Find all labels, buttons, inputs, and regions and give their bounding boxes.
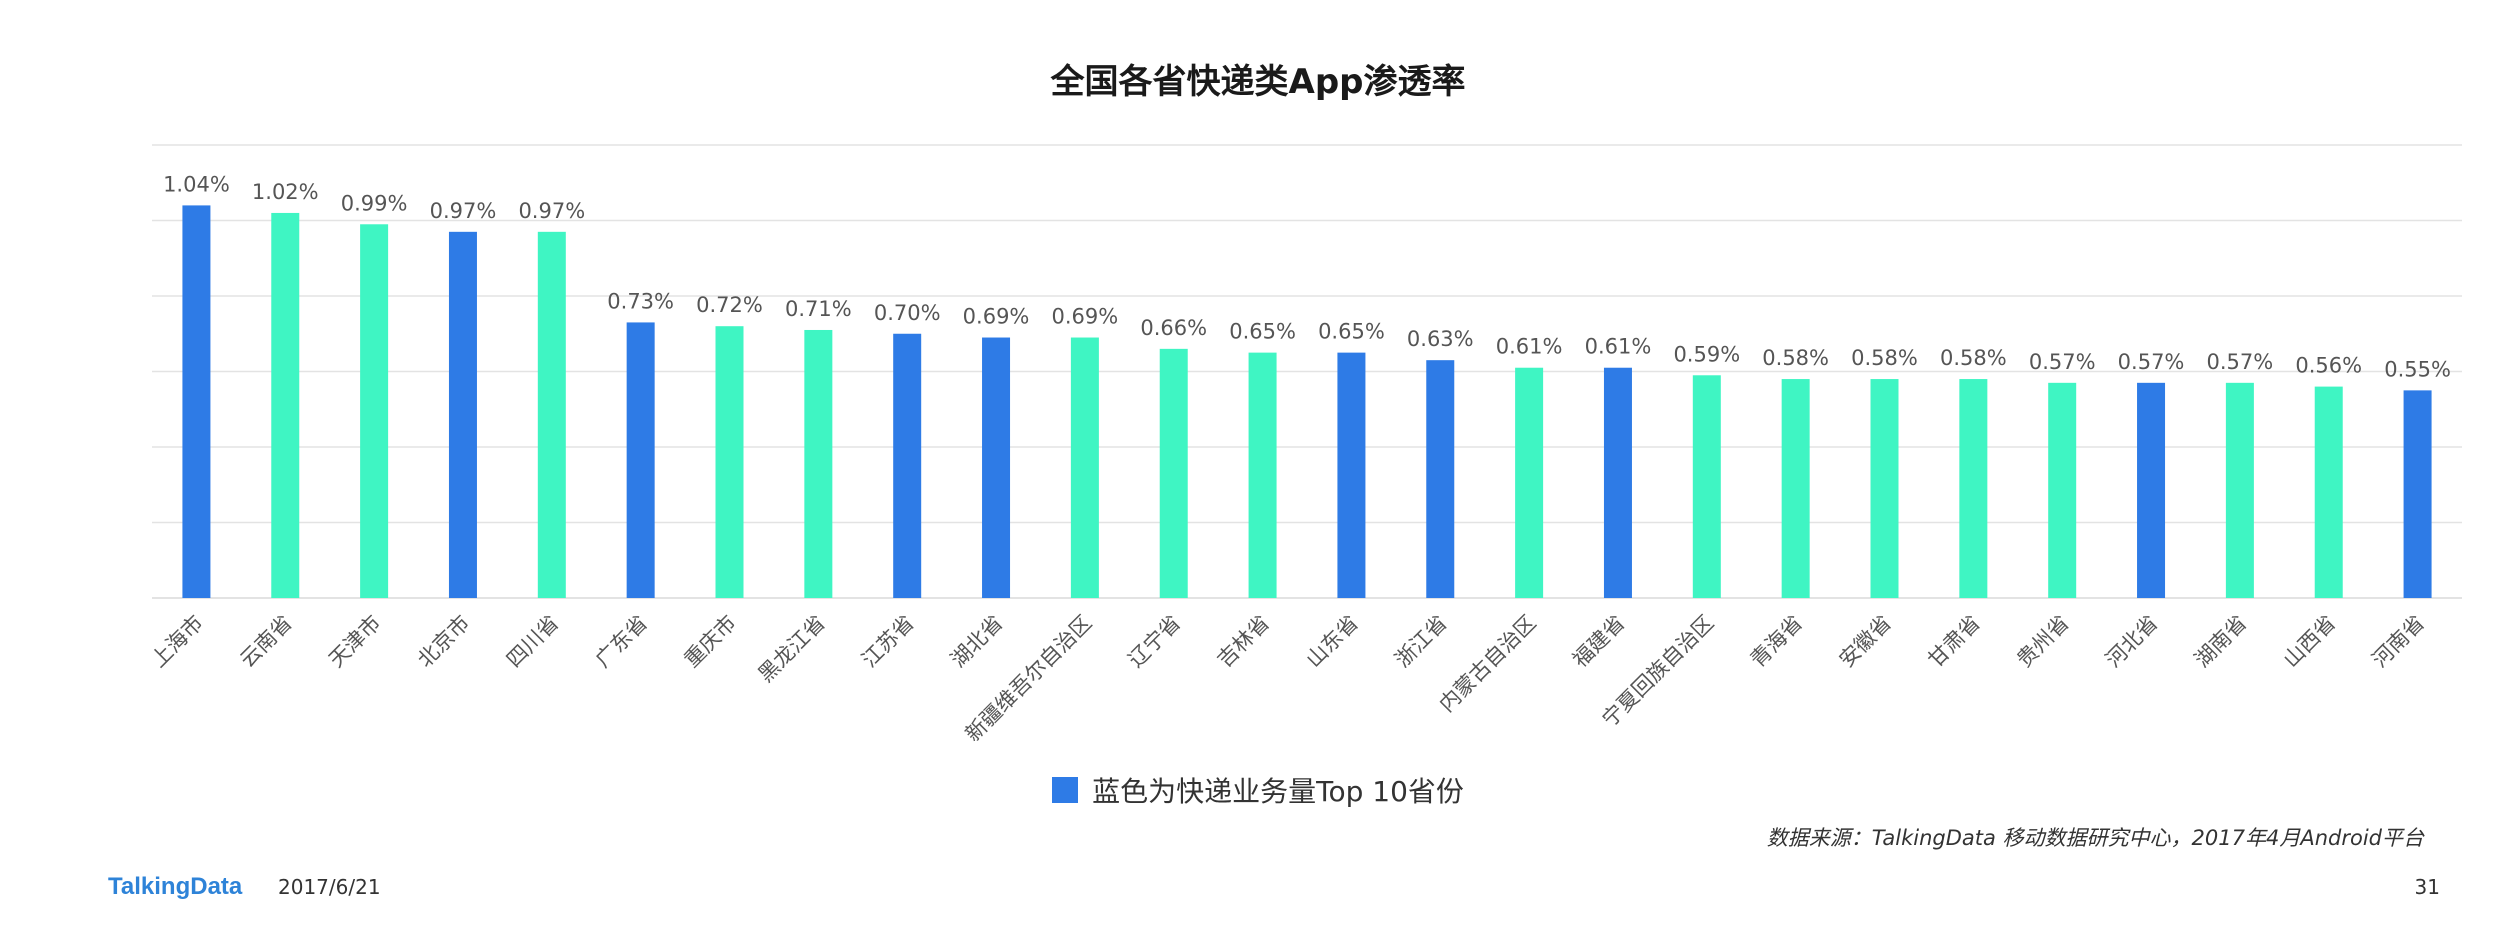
data-label: 0.57% <box>2118 350 2185 374</box>
data-label: 0.97% <box>518 199 585 223</box>
bar-山东省 <box>1337 352 1366 598</box>
x-tick-label: 浙江省 <box>1390 611 1452 673</box>
data-label: 0.55% <box>2384 357 2451 381</box>
legend-label: 蓝色为快递业务量Top 10省份 <box>1092 775 1464 808</box>
x-tick-label: 上海市 <box>146 611 208 673</box>
data-label: 0.71% <box>785 297 852 321</box>
bar-河北省 <box>2137 382 2166 598</box>
data-label: 0.58% <box>1851 346 1918 370</box>
bar-福建省 <box>1603 367 1632 598</box>
x-tick-label: 贵州省 <box>2012 611 2074 673</box>
data-label: 0.57% <box>2029 350 2096 374</box>
bar-浙江省 <box>1426 360 1455 598</box>
x-tick-label: 云南省 <box>235 611 297 673</box>
data-label: 0.97% <box>430 199 497 223</box>
data-label: 0.69% <box>1052 305 1119 329</box>
bar-宁夏回族自治区 <box>1692 375 1721 598</box>
data-label: 0.58% <box>1762 346 1829 370</box>
bar-江苏省 <box>893 333 922 598</box>
data-label: 0.66% <box>1140 316 1207 340</box>
x-tick-label: 黑龙江省 <box>754 611 830 687</box>
x-tick-label: 山东省 <box>1301 611 1363 673</box>
data-label: 0.72% <box>696 293 763 317</box>
chart-title: 全国各省快递类App渗透率 <box>1050 62 1466 102</box>
x-tick-label: 重庆市 <box>680 611 742 673</box>
bar-云南省 <box>271 212 300 598</box>
data-label: 0.59% <box>1673 342 1740 366</box>
x-tick-label: 天津市 <box>324 611 386 673</box>
brand-logo: TalkingData <box>108 873 243 900</box>
bar-北京市 <box>448 231 477 598</box>
data-label: 0.61% <box>1496 335 1563 359</box>
x-tick-label: 四川省 <box>502 611 564 673</box>
bar-新疆维吾尔自治区 <box>1070 337 1099 598</box>
bar-广东省 <box>626 322 655 598</box>
x-tick-label: 辽宁省 <box>1124 611 1186 673</box>
bar-天津市 <box>360 224 389 598</box>
bar-吉林省 <box>1248 352 1277 598</box>
bar-上海市 <box>182 205 211 598</box>
data-label: 0.63% <box>1407 327 1474 351</box>
bar-内蒙古自治区 <box>1515 367 1544 598</box>
data-label: 0.70% <box>874 301 941 325</box>
x-tick-label: 广东省 <box>591 611 653 673</box>
bar-湖北省 <box>982 337 1011 598</box>
bar-青海省 <box>1781 379 1810 598</box>
legend-swatch <box>1052 777 1079 803</box>
x-tick-label: 安徽省 <box>1835 611 1897 673</box>
data-label: 0.58% <box>1940 346 2007 370</box>
data-source-note: 数据来源：TalkingData 移动数据研究中心，2017年4月Android… <box>1766 826 2424 850</box>
x-tick-label: 福建省 <box>1568 611 1630 673</box>
chart-legend: 蓝色为快递业务量Top 10省份 <box>0 770 2516 810</box>
data-label: 0.65% <box>1229 320 1296 344</box>
page-number: 31 <box>2414 875 2440 899</box>
data-label: 0.61% <box>1585 335 1652 359</box>
bar-四川省 <box>537 231 566 598</box>
bar-山西省 <box>2314 386 2343 598</box>
x-tick-label: 北京市 <box>413 611 475 673</box>
bar-安徽省 <box>1870 379 1899 598</box>
data-label: 0.56% <box>2295 354 2362 378</box>
bar-重庆市 <box>715 326 744 598</box>
data-label: 0.57% <box>2207 350 2274 374</box>
bar-辽宁省 <box>1159 348 1188 598</box>
data-label: 1.04% <box>163 172 230 196</box>
data-label: 0.99% <box>341 191 408 215</box>
footer-date: 2017/6/21 <box>278 875 381 899</box>
data-label: 0.65% <box>1318 320 1385 344</box>
x-tick-label: 吉林省 <box>1213 611 1275 673</box>
data-label: 1.02% <box>252 180 319 204</box>
bar-湖南省 <box>2225 382 2254 598</box>
x-tick-label: 湖南省 <box>2190 611 2252 673</box>
data-label: 0.73% <box>607 289 674 313</box>
x-tick-label: 山西省 <box>2279 611 2341 673</box>
bar-贵州省 <box>2048 382 2077 598</box>
x-tick-label: 湖北省 <box>946 611 1008 673</box>
x-tick-label: 河南省 <box>2368 611 2430 673</box>
bar-河南省 <box>2403 390 2432 598</box>
x-tick-label: 甘肃省 <box>1923 611 1985 673</box>
x-tick-label: 河北省 <box>2101 611 2163 673</box>
data-label: 0.69% <box>963 305 1030 329</box>
bar-甘肃省 <box>1959 379 1988 598</box>
bar-黑龙江省 <box>804 329 833 598</box>
x-tick-label: 青海省 <box>1746 611 1808 673</box>
x-tick-label: 江苏省 <box>857 611 919 673</box>
